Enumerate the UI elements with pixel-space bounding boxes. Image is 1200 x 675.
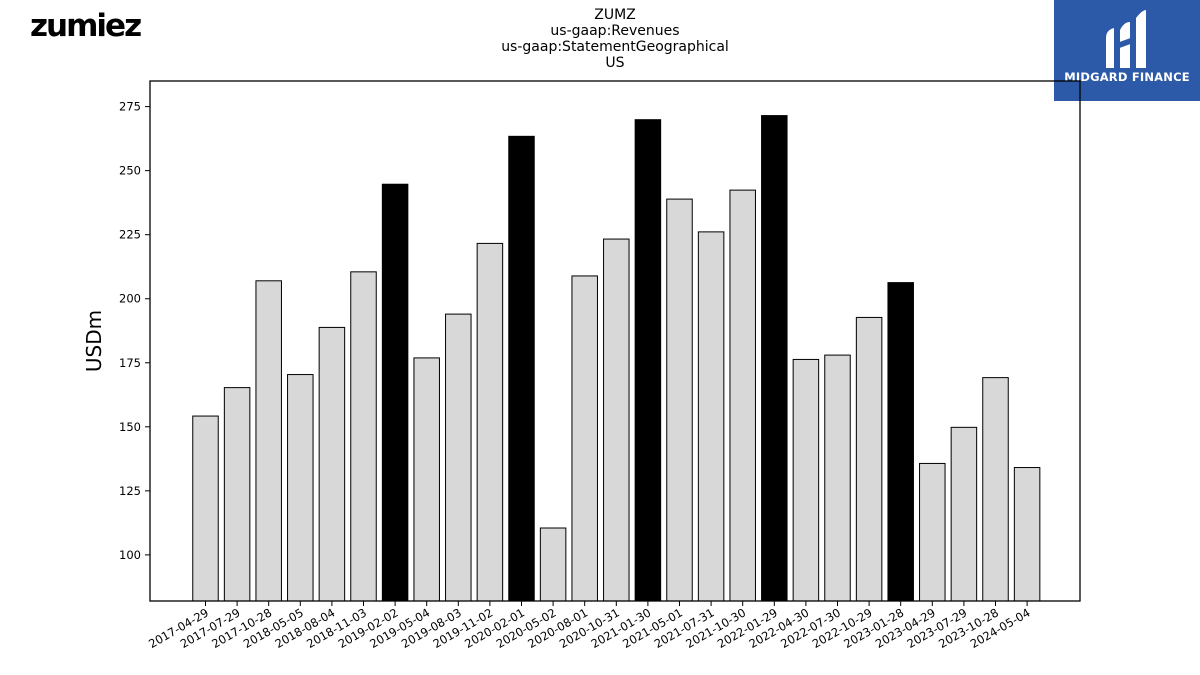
- bar-2017-04-29: [192, 415, 219, 602]
- chart-title-line-2: us-gaap:Revenues: [550, 23, 680, 39]
- bar-2023-07-29: [950, 426, 978, 602]
- bar-2021-01-30: [634, 119, 662, 602]
- bar-2023-10-28: [982, 377, 1009, 602]
- chart-title-line-1: ZUMZ: [594, 7, 636, 23]
- bar-2021-05-01: [666, 198, 693, 602]
- bar-2019-05-04: [413, 357, 440, 602]
- bar-2018-05-05: [287, 374, 314, 602]
- y-tick-label: 125: [119, 484, 141, 498]
- bar-2021-10-30: [729, 189, 756, 602]
- y-axis-label: USDm: [82, 310, 106, 372]
- bar-2019-02-02: [381, 183, 409, 602]
- bar-2023-04-29: [919, 462, 946, 602]
- y-tick-label: 275: [119, 100, 141, 114]
- y-tick-label: 150: [119, 420, 141, 434]
- plot-frame: [149, 80, 1081, 602]
- y-tick-label: 100: [119, 548, 141, 562]
- y-tick-label: 225: [119, 228, 141, 242]
- chart-title-line-4: US: [605, 55, 625, 71]
- bar-2020-08-01: [571, 275, 598, 602]
- bar-2022-10-29: [855, 316, 883, 602]
- bar-2020-05-02: [539, 527, 567, 602]
- bar-2019-11-02: [476, 242, 504, 602]
- bar-2018-11-03: [350, 271, 377, 602]
- bar-2019-08-03: [445, 313, 472, 602]
- bar-2024-05-04: [1013, 467, 1041, 602]
- y-tick-label: 250: [119, 164, 141, 178]
- chart-title-line-3: us-gaap:StatementGeographical: [501, 39, 729, 55]
- bar-2020-10-31: [603, 238, 630, 602]
- brand-mark-icon: [1106, 10, 1146, 68]
- bar-2020-02-01: [508, 135, 535, 602]
- bar-2017-07-29: [223, 387, 251, 602]
- y-tick-label: 200: [119, 292, 141, 306]
- brand-name: MIDGARD FINANCE: [1064, 70, 1190, 84]
- bar-2022-07-30: [824, 354, 851, 602]
- bar-2023-01-28: [887, 282, 914, 602]
- bar-2018-08-04: [318, 326, 346, 602]
- company-logo: zumiez: [30, 8, 142, 44]
- y-tick-label: 175: [119, 356, 141, 370]
- bar-2021-07-31: [697, 231, 725, 602]
- bar-2017-10-28: [255, 280, 282, 602]
- bar-2022-01-29: [761, 115, 788, 602]
- brand-logo-box: MIDGARD FINANCE: [1054, 0, 1200, 101]
- bar-2022-04-30: [792, 358, 820, 602]
